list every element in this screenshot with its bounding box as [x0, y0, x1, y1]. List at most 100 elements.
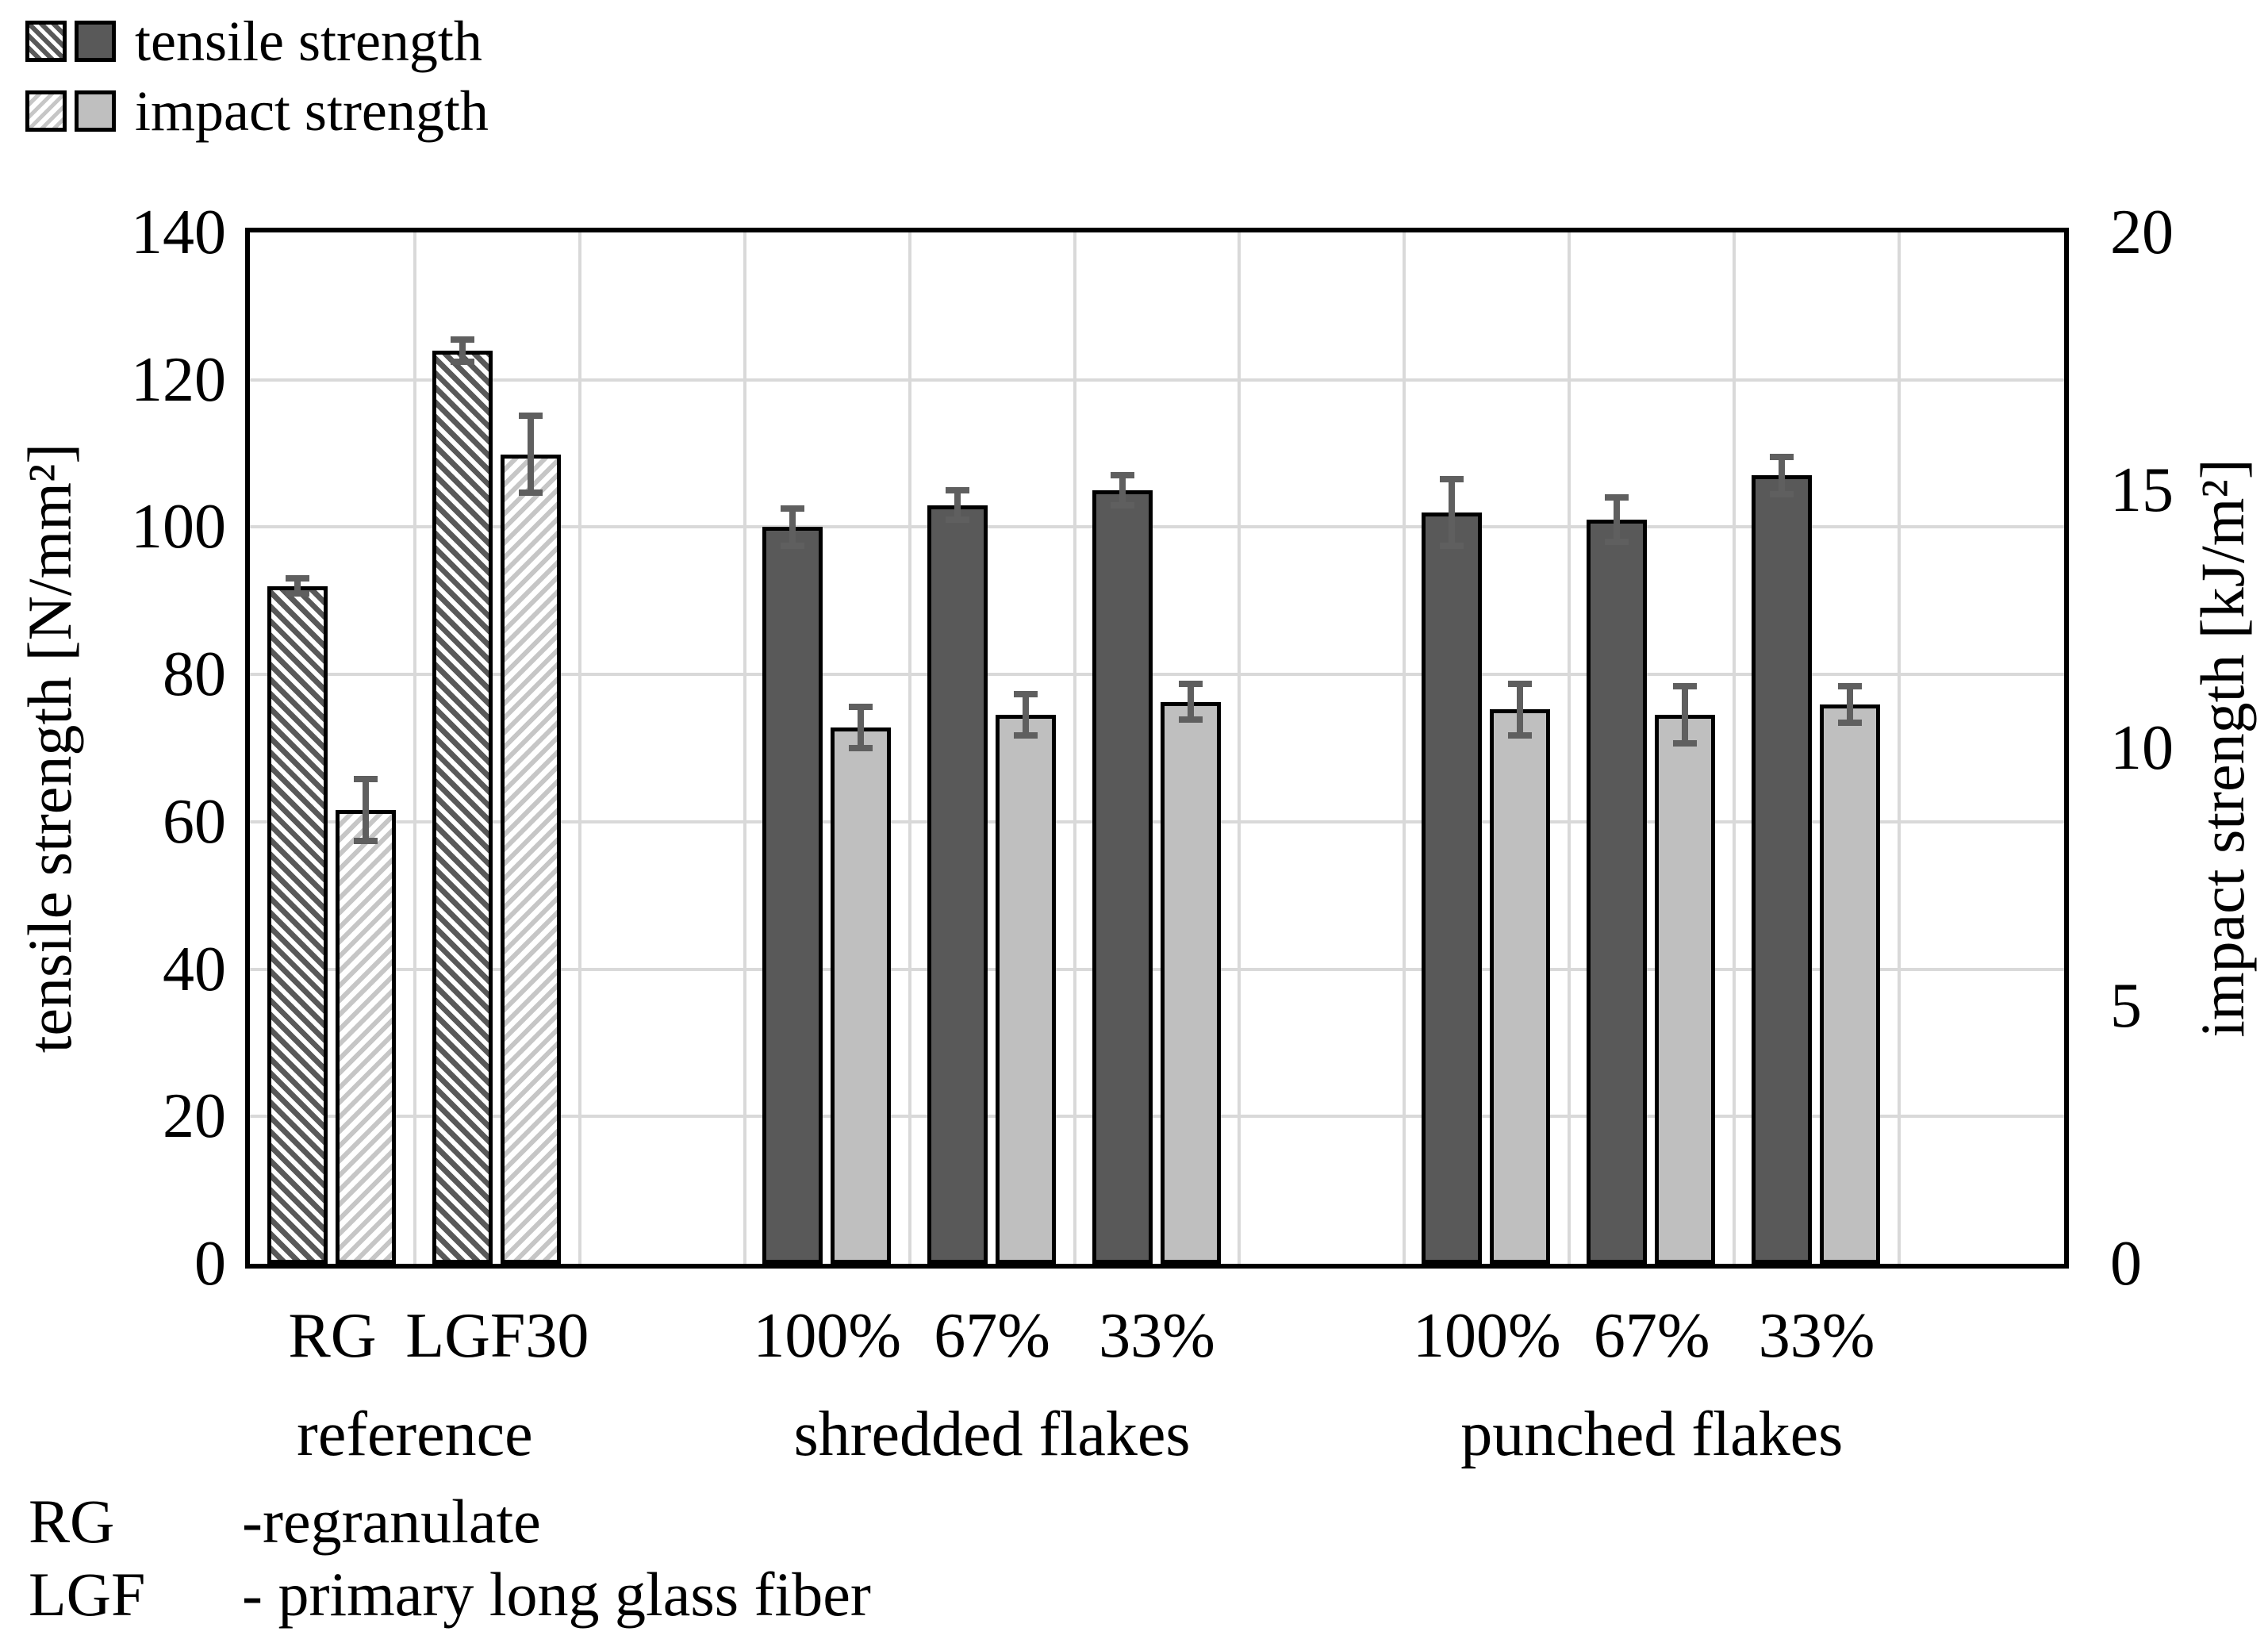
error-bar-whisker	[1847, 686, 1854, 723]
right-axis-tick: 20	[2110, 198, 2174, 267]
footnote-definition: - primary long glass fiber	[242, 1560, 871, 1629]
gridline-vertical	[1898, 232, 1902, 1264]
error-bar-cap-bottom	[1770, 490, 1794, 497]
left-axis-tick: 60	[163, 786, 226, 857]
error-bar-whisker	[1682, 686, 1689, 743]
impact-bar	[1820, 704, 1881, 1264]
tensile-bar	[927, 505, 988, 1264]
error-bar-cap-bottom	[848, 745, 873, 751]
error-bar-cap-top	[1013, 690, 1038, 697]
error-bar-whisker	[1779, 457, 1786, 494]
gridline-vertical	[413, 232, 416, 1264]
footnote-term: RG	[29, 1487, 115, 1556]
impact-bar	[1490, 709, 1551, 1264]
error-bar-cap-bottom	[286, 590, 309, 597]
gridline-horizontal	[250, 967, 2064, 971]
left-axis-tick: 40	[163, 934, 226, 1004]
gridline-vertical	[1733, 232, 1736, 1264]
plot-area	[250, 232, 2064, 1264]
right-axis-tick: 5	[2110, 971, 2142, 1041]
error-bar-cap-top	[450, 336, 474, 343]
tensile-bar	[1587, 520, 1648, 1264]
error-bar-whisker	[363, 779, 369, 841]
error-bar-cap-top	[1508, 680, 1533, 687]
tensile-bar	[762, 527, 823, 1264]
footnote-definition: -regranulate	[242, 1487, 541, 1556]
gridline-vertical	[1403, 232, 1406, 1264]
gridline-vertical	[1568, 232, 1571, 1264]
category-label: 100%	[753, 1301, 901, 1371]
right-axis-tick: 15	[2110, 455, 2174, 525]
error-bar-cap-top	[518, 412, 543, 419]
error-bar-whisker	[1517, 683, 1524, 735]
error-bar-cap-bottom	[1673, 739, 1698, 747]
error-bar-cap-bottom	[1440, 542, 1464, 549]
legend-hatched-swatch	[25, 21, 67, 62]
impact-bar	[500, 454, 561, 1264]
error-bar-cap-top	[286, 575, 309, 582]
impact-bar	[1655, 714, 1716, 1264]
left-axis-tick: 0	[194, 1229, 226, 1299]
tensile-bar	[1422, 512, 1483, 1264]
error-bar-cap-bottom	[1110, 501, 1134, 509]
left-axis-tick: 100	[131, 492, 226, 562]
gridline-vertical	[743, 232, 746, 1264]
error-bar-cap-bottom	[1605, 539, 1629, 545]
error-bar-whisker	[459, 339, 466, 362]
error-bar-cap-top	[848, 704, 873, 710]
error-bar-cap-bottom	[1838, 719, 1863, 726]
group-label: punched flakes	[1460, 1399, 1844, 1469]
gridline-horizontal	[250, 673, 2064, 677]
left-axis-tick: 20	[163, 1081, 226, 1152]
error-bar-cap-bottom	[945, 516, 969, 524]
error-bar-cap-bottom	[1508, 731, 1533, 739]
error-bar-cap-bottom	[1178, 716, 1203, 724]
error-bar-whisker	[1022, 693, 1029, 735]
impact-bar	[830, 727, 891, 1264]
legend-row: impact strength	[25, 83, 489, 140]
error-bar-whisker	[1614, 497, 1621, 542]
error-bar-cap-bottom	[1013, 731, 1038, 739]
group-label: shredded flakes	[793, 1399, 1191, 1469]
error-bar-cap-bottom	[354, 838, 378, 844]
error-bar-cap-top	[1605, 494, 1629, 501]
category-label: 67%	[934, 1301, 1050, 1371]
impact-bar	[336, 810, 396, 1264]
error-bar-cap-top	[1110, 472, 1134, 479]
error-bar-cap-bottom	[450, 358, 474, 365]
category-label: 33%	[1099, 1301, 1215, 1371]
error-bar-whisker	[954, 490, 961, 520]
category-label: 100%	[1412, 1301, 1561, 1371]
left-axis-title: tensile strength [N/mm²]	[15, 443, 84, 1054]
gridline-horizontal	[250, 525, 2064, 529]
error-bar-cap-top	[354, 776, 378, 782]
tensile-bar	[432, 350, 493, 1264]
legend-label: tensile strength	[135, 10, 482, 73]
error-bar-whisker	[857, 707, 864, 748]
error-bar-cap-top	[1838, 683, 1863, 689]
footnote-term: LGF	[29, 1560, 146, 1629]
right-axis-title: impact strength [kJ/m²]	[2188, 459, 2257, 1038]
right-axis-tick: 0	[2110, 1229, 2142, 1299]
error-bar-cap-top	[945, 487, 969, 493]
right-axis-tick: 10	[2110, 713, 2174, 783]
error-bar-whisker	[294, 578, 301, 593]
error-bar-whisker	[1187, 683, 1194, 720]
legend-hatched-swatch	[25, 90, 67, 132]
tensile-bar	[1752, 475, 1813, 1264]
legend-row: tensile strength	[25, 10, 482, 73]
error-bar-whisker	[789, 509, 796, 546]
category-label: RG	[288, 1301, 377, 1371]
legend-solid-swatch	[75, 90, 116, 132]
category-label: 67%	[1593, 1301, 1710, 1371]
gridline-vertical	[908, 232, 911, 1264]
impact-bar	[1160, 701, 1221, 1264]
gridline-vertical	[1238, 232, 1241, 1264]
gridline-vertical	[578, 232, 581, 1264]
error-bar-whisker	[1449, 479, 1456, 546]
tensile-bar	[267, 585, 328, 1264]
error-bar-cap-top	[1673, 683, 1698, 689]
left-axis-tick: 80	[163, 639, 226, 710]
error-bar-whisker	[1119, 475, 1126, 505]
